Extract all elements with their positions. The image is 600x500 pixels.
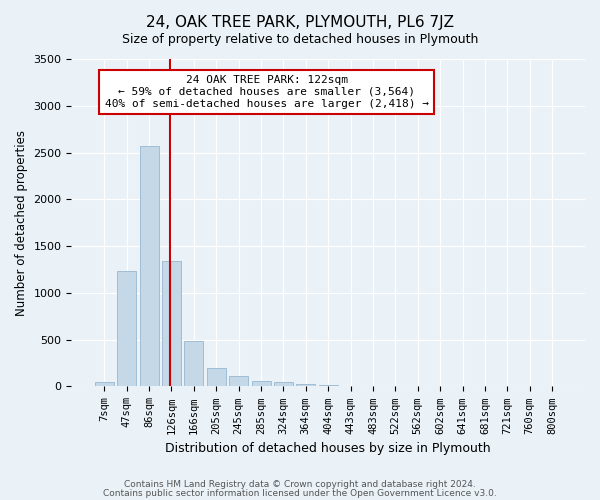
Bar [229,376,248,386]
Text: 24, OAK TREE PARK, PLYMOUTH, PL6 7JZ: 24, OAK TREE PARK, PLYMOUTH, PL6 7JZ [146,15,454,30]
Y-axis label: Number of detached properties: Number of detached properties [15,130,28,316]
Bar [207,368,226,386]
Bar [274,382,293,386]
Bar [95,382,114,386]
Text: Contains public sector information licensed under the Open Government Licence v3: Contains public sector information licen… [103,488,497,498]
Bar [117,272,136,386]
Bar [251,382,271,386]
Bar [184,340,203,386]
Text: Size of property relative to detached houses in Plymouth: Size of property relative to detached ho… [122,32,478,46]
Text: 24 OAK TREE PARK: 122sqm
← 59% of detached houses are smaller (3,564)
40% of sem: 24 OAK TREE PARK: 122sqm ← 59% of detach… [104,76,428,108]
Bar [296,384,316,386]
Bar [319,385,338,386]
X-axis label: Distribution of detached houses by size in Plymouth: Distribution of detached houses by size … [166,442,491,455]
Bar [162,261,181,386]
Bar [140,146,158,386]
Text: Contains HM Land Registry data © Crown copyright and database right 2024.: Contains HM Land Registry data © Crown c… [124,480,476,489]
